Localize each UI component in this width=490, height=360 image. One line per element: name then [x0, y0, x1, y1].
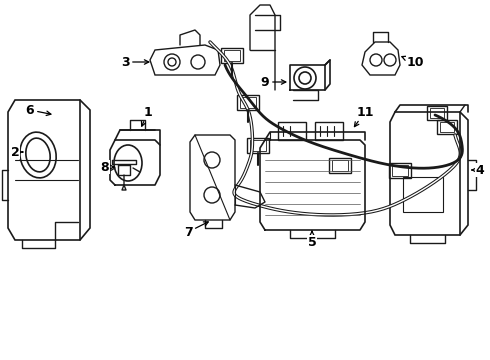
Text: 2: 2 — [11, 145, 23, 158]
Bar — [403, 177, 443, 212]
Text: 4: 4 — [472, 163, 485, 176]
Text: 11: 11 — [354, 105, 374, 127]
Text: 3: 3 — [121, 55, 149, 68]
Text: 10: 10 — [402, 55, 424, 68]
Text: 9: 9 — [261, 76, 286, 89]
Text: 1: 1 — [142, 105, 152, 126]
Bar — [315, 122, 343, 140]
Text: 5: 5 — [308, 231, 317, 248]
Text: 8: 8 — [100, 161, 114, 174]
Text: 6: 6 — [25, 104, 51, 117]
Bar — [278, 122, 306, 140]
Text: 7: 7 — [184, 222, 208, 239]
